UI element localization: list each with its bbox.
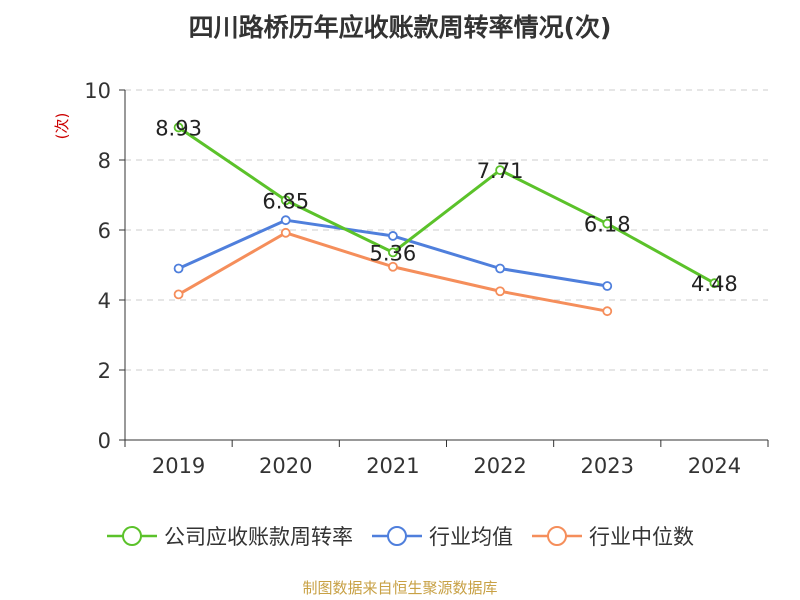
legend-label: 行业均值 bbox=[429, 525, 513, 549]
legend-marker bbox=[372, 526, 422, 546]
series-line-0 bbox=[177, 126, 716, 285]
data-point bbox=[173, 289, 184, 300]
legend-label: 行业中位数 bbox=[589, 525, 694, 549]
legend-item[interactable]: 行业均值 bbox=[371, 521, 513, 551]
chart-title: 四川路桥历年应收账款周转率情况(次) bbox=[188, 13, 612, 42]
data-label: 6.18 bbox=[584, 213, 631, 237]
x-tick-label: 2019 bbox=[152, 454, 205, 478]
legend-item[interactable]: 行业中位数 bbox=[531, 521, 694, 551]
x-tick-label: 2023 bbox=[581, 454, 634, 478]
data-point bbox=[280, 227, 291, 238]
data-point bbox=[495, 165, 505, 176]
y-axis-label: (次) bbox=[53, 113, 71, 140]
grid-lines bbox=[125, 89, 768, 371]
data-point bbox=[280, 195, 291, 206]
data-label: 4.48 bbox=[691, 272, 738, 296]
data-label: 5.36 bbox=[370, 241, 417, 265]
y-tick-label: 4 bbox=[98, 289, 111, 313]
axes: 0 2 4 6 8 10 2019 2020 2021 2022 2023 2024 (次) bbox=[53, 79, 769, 478]
data-label: 7.71 bbox=[477, 159, 524, 183]
series-lines bbox=[173, 122, 720, 317]
legend-marker bbox=[532, 526, 582, 546]
legend-circle bbox=[387, 526, 407, 546]
y-tick-label: 2 bbox=[98, 359, 111, 383]
legend: 公司应收账款周转率 行业均值 行业中位数 bbox=[0, 518, 800, 554]
data-point bbox=[709, 278, 720, 289]
source-note: 制图数据来自恒生聚源数据库 bbox=[302, 579, 498, 597]
x-tick-label: 2024 bbox=[688, 454, 741, 478]
data-point bbox=[388, 247, 398, 258]
x-tick-label: 2021 bbox=[366, 454, 419, 478]
legend-item[interactable]: 公司应收账款周转率 bbox=[106, 521, 353, 551]
data-point bbox=[173, 263, 184, 274]
y-tick-label: 10 bbox=[84, 79, 111, 103]
x-tick-label: 2020 bbox=[259, 454, 312, 478]
data-label: 8.93 bbox=[155, 116, 202, 140]
legend-marker bbox=[107, 526, 157, 546]
data-point bbox=[495, 263, 505, 274]
data-point bbox=[495, 286, 505, 297]
legend-circle bbox=[547, 526, 567, 546]
data-point bbox=[602, 281, 613, 291]
data-point bbox=[173, 122, 184, 133]
legend-label: 公司应收账款周转率 bbox=[164, 525, 353, 549]
data-point bbox=[602, 218, 613, 229]
y-tick-label: 0 bbox=[98, 429, 111, 453]
data-labels: 8.93 6.85 5.36 7.71 6.18 4.48 bbox=[155, 116, 738, 296]
y-tick-label: 6 bbox=[98, 219, 111, 243]
data-point bbox=[280, 215, 291, 226]
data-point bbox=[388, 231, 398, 241]
data-point bbox=[602, 306, 613, 317]
legend-circle bbox=[122, 526, 142, 546]
data-label: 6.85 bbox=[262, 189, 309, 213]
y-tick-label: 8 bbox=[98, 149, 111, 173]
x-tick-label: 2022 bbox=[473, 454, 526, 478]
data-point bbox=[388, 261, 398, 272]
